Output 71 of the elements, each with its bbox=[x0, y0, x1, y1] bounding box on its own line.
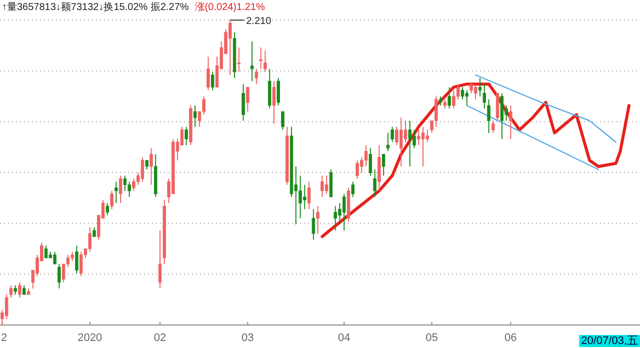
annotation: 2.210 bbox=[246, 16, 272, 28]
candlestick bbox=[18, 282, 22, 298]
x-tick-label: 03 bbox=[242, 332, 254, 344]
candlestick bbox=[110, 190, 114, 210]
candlestick bbox=[184, 126, 188, 146]
candlestick bbox=[368, 148, 372, 176]
candlestick bbox=[324, 175, 328, 194]
candlestick bbox=[448, 86, 451, 110]
candlestick bbox=[478, 78, 482, 97]
candlestick bbox=[4, 294, 8, 320]
text: ↑量3657813↓额73132↓换15.02% 振2.27% bbox=[2, 1, 189, 13]
candlestick bbox=[281, 111, 284, 130]
candlestick bbox=[307, 181, 311, 210]
candlestick bbox=[492, 120, 495, 134]
candlestick bbox=[118, 175, 122, 204]
candlestick bbox=[254, 68, 258, 85]
candlestick bbox=[386, 132, 390, 152]
x-tick-label: 02 bbox=[154, 332, 166, 344]
candlestick bbox=[140, 156, 144, 182]
candlestick bbox=[158, 230, 162, 289]
candlestick bbox=[351, 181, 354, 198]
candlestick bbox=[242, 84, 245, 122]
candlestick bbox=[487, 98, 490, 134]
candlestick bbox=[22, 284, 26, 296]
candlestick bbox=[364, 144, 368, 167]
candlestick bbox=[14, 284, 17, 296]
candlestick bbox=[438, 96, 442, 106]
candlestick bbox=[399, 117, 403, 167]
x-tick-label: 04 bbox=[338, 332, 350, 344]
candlestick bbox=[417, 129, 420, 146]
candlestick bbox=[312, 208, 316, 240]
text: 20/07/03,五 bbox=[581, 335, 638, 347]
candlestick bbox=[460, 86, 464, 100]
candlestick bbox=[79, 251, 83, 277]
candlestick bbox=[250, 40, 254, 82]
candlestick bbox=[443, 98, 447, 110]
candlestick bbox=[259, 47, 262, 70]
candlestick bbox=[92, 226, 96, 238]
candlestick bbox=[9, 284, 13, 298]
candlestick bbox=[272, 80, 276, 124]
candlestick bbox=[70, 251, 74, 262]
candlestick bbox=[210, 71, 214, 91]
candlestick bbox=[44, 245, 48, 258]
candlestick bbox=[390, 126, 394, 143]
candlestick bbox=[150, 148, 153, 186]
candlestick bbox=[426, 129, 430, 143]
candlestick bbox=[114, 181, 118, 204]
candlestick bbox=[106, 202, 110, 216]
candlestick bbox=[382, 154, 386, 176]
candlestick bbox=[421, 126, 425, 167]
candlestick bbox=[237, 47, 241, 72]
candlestick bbox=[276, 78, 280, 106]
x-tick-label: 2020 bbox=[78, 332, 102, 344]
candlestick bbox=[482, 84, 486, 110]
x-tick-label: 2 bbox=[0, 332, 8, 344]
candlestick bbox=[88, 226, 92, 252]
x-tick-label: 06 bbox=[504, 332, 517, 344]
candlestick bbox=[465, 90, 468, 106]
text: 涨(0.024)1.21% bbox=[194, 1, 265, 13]
candlestick bbox=[316, 206, 320, 234]
candlestick bbox=[75, 245, 78, 274]
candlestick bbox=[246, 86, 250, 112]
candlestick bbox=[58, 264, 61, 289]
candlestick bbox=[145, 160, 148, 170]
candlestick bbox=[509, 104, 512, 140]
candlestick bbox=[206, 56, 210, 91]
candlestick bbox=[193, 104, 197, 128]
candlestick bbox=[264, 50, 267, 72]
candlestick bbox=[373, 169, 376, 198]
x-tick-label: 05 bbox=[426, 332, 438, 344]
candlestick bbox=[123, 175, 127, 192]
